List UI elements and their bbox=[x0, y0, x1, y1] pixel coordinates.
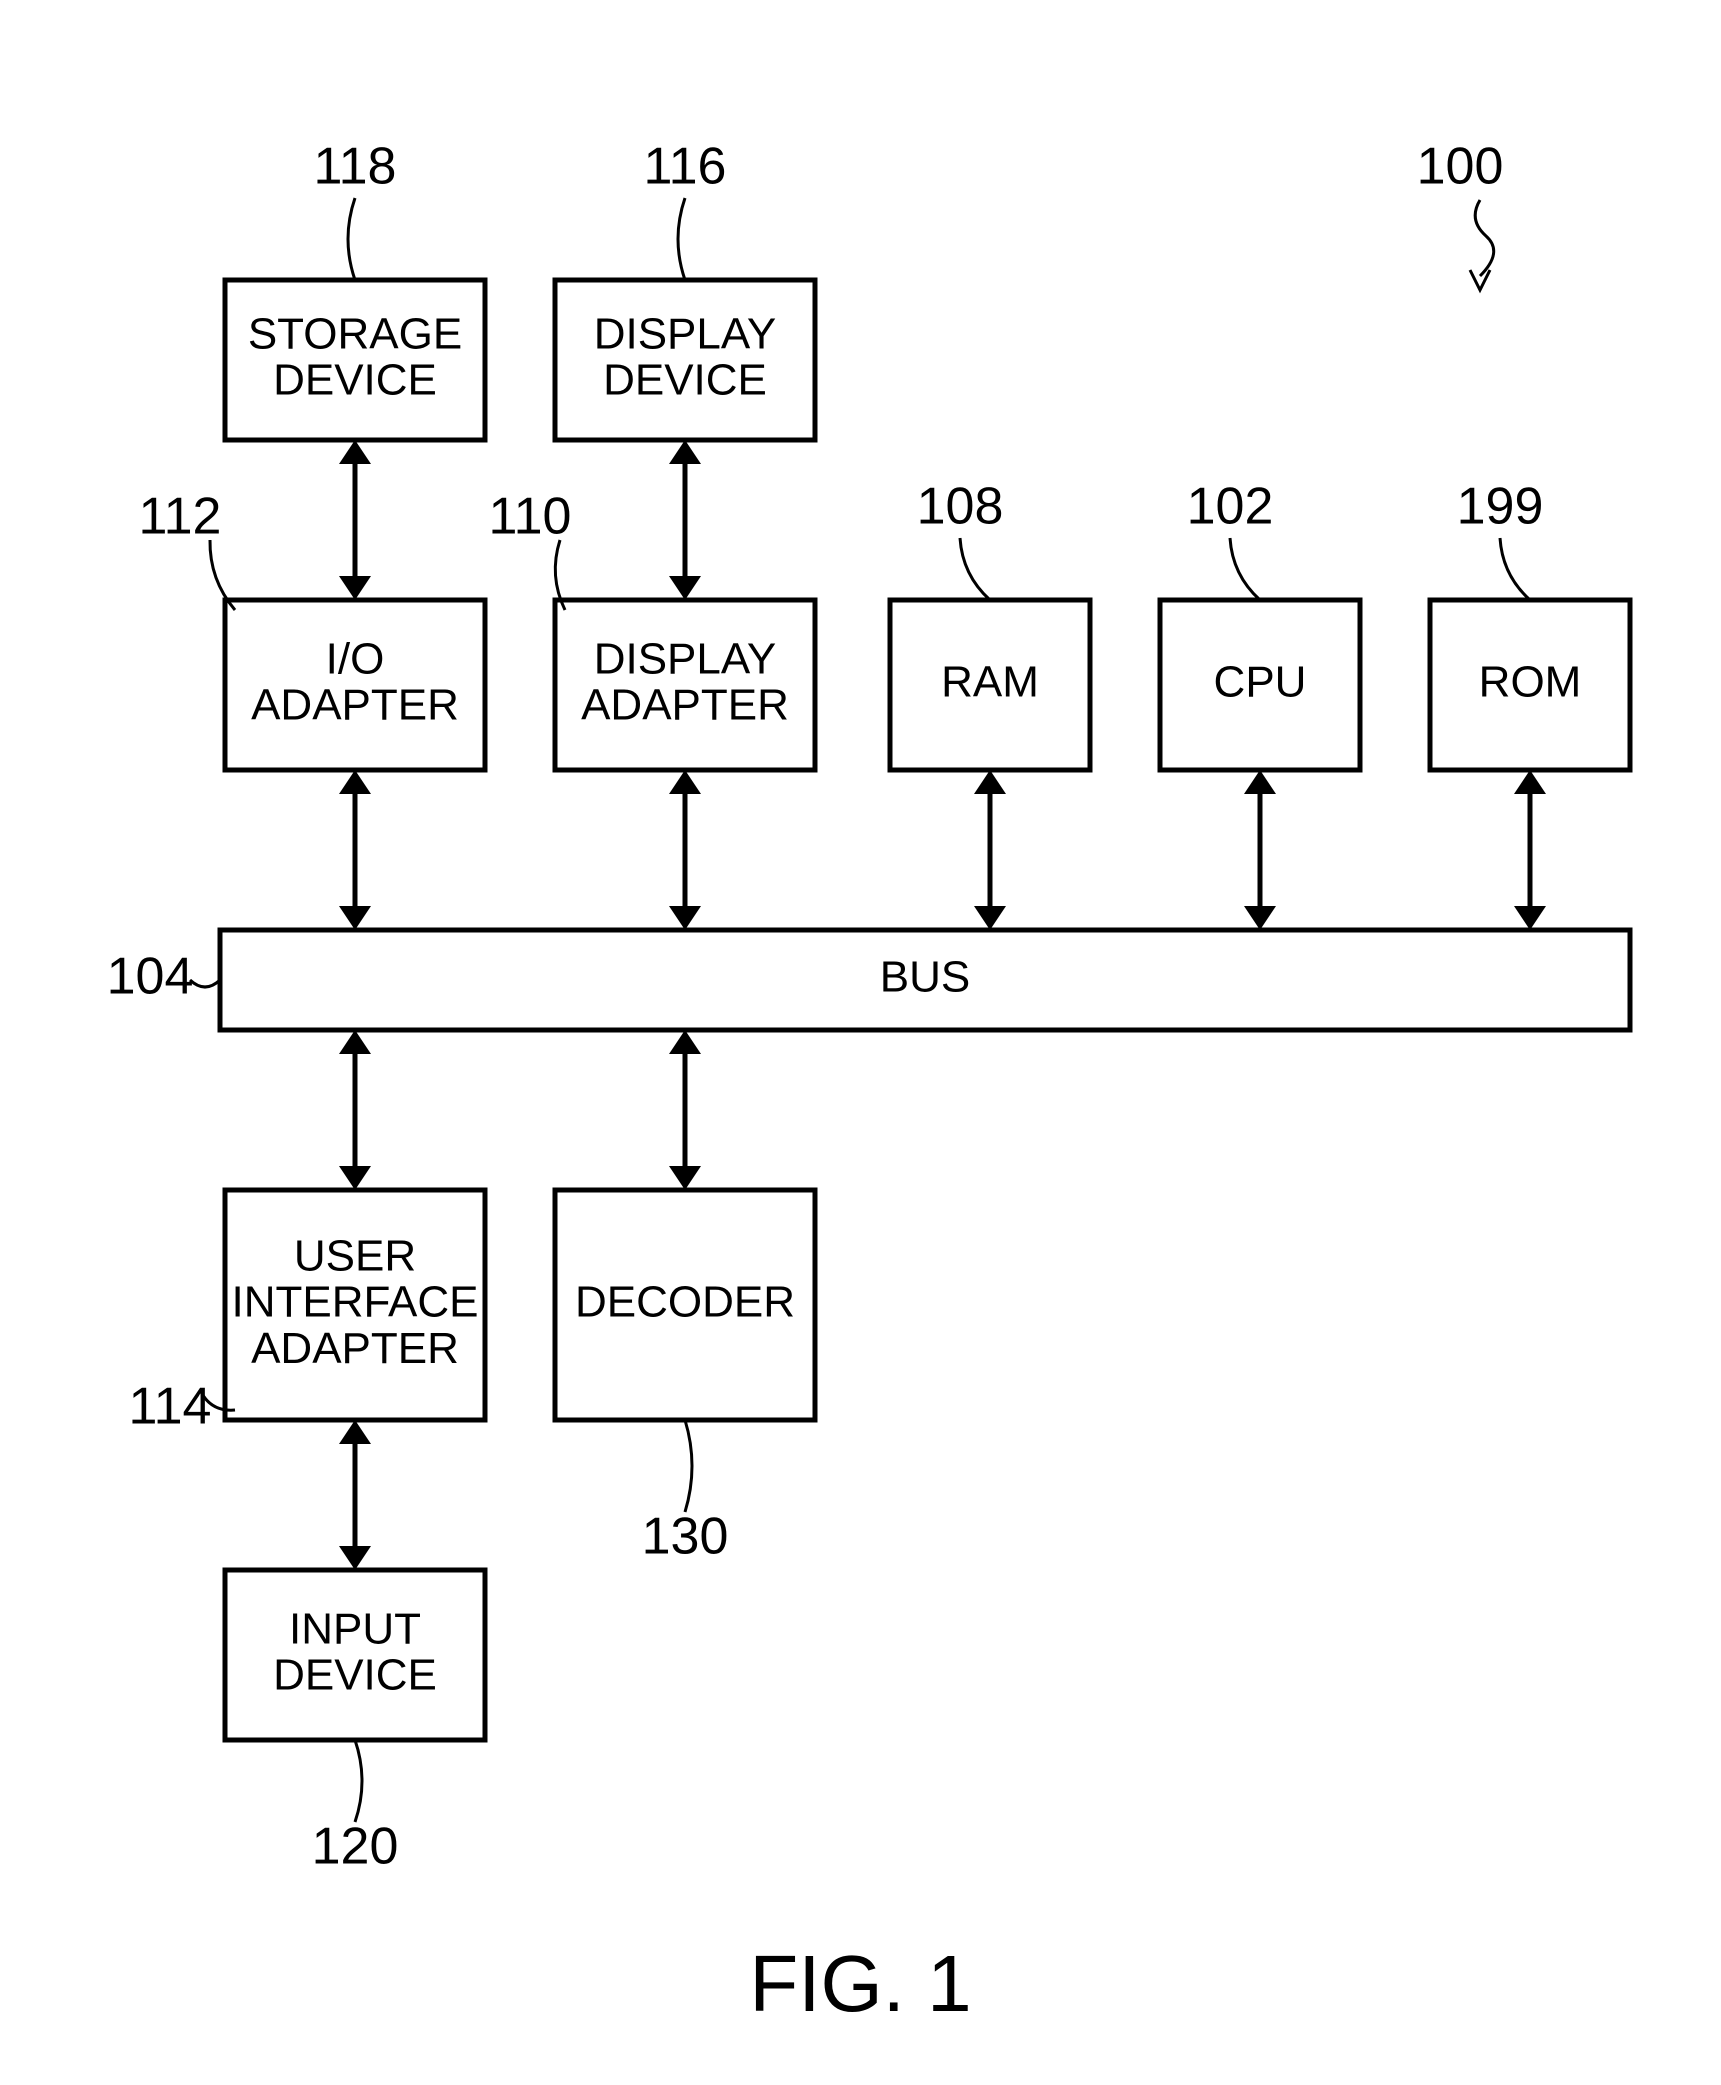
leader-storage-device bbox=[348, 198, 355, 280]
arrow-5-head-a bbox=[1244, 770, 1276, 794]
ref-system: 100 bbox=[1417, 138, 1504, 196]
label-input-device-1: DEVICE bbox=[273, 1651, 437, 1700]
block-diagram: 100STORAGEDEVICEDISPLAYDEVICEI/OADAPTERD… bbox=[0, 0, 1721, 2085]
label-display-adapter-1: ADAPTER bbox=[581, 681, 789, 730]
leader-bus bbox=[190, 980, 220, 987]
label-cpu-0: CPU bbox=[1214, 658, 1307, 707]
leader-system-tip bbox=[1470, 270, 1490, 290]
ref-input-device: 120 bbox=[312, 1818, 399, 1876]
arrow-1-head-b bbox=[669, 576, 701, 600]
ref-display-adapter: 110 bbox=[489, 488, 572, 546]
leader-decoder bbox=[685, 1420, 692, 1512]
arrow-1-head-a bbox=[669, 440, 701, 464]
leader-display-device bbox=[678, 198, 685, 280]
label-rom-0: ROM bbox=[1479, 658, 1582, 707]
ref-ram: 108 bbox=[917, 478, 1004, 536]
arrow-3-head-b bbox=[669, 906, 701, 930]
arrow-0-head-b bbox=[339, 576, 371, 600]
label-display-device-0: DISPLAY bbox=[594, 310, 777, 359]
ref-cpu: 102 bbox=[1187, 478, 1274, 536]
arrow-8-head-a bbox=[669, 1030, 701, 1054]
label-input-device-0: INPUT bbox=[289, 1605, 421, 1654]
ref-io-adapter: 112 bbox=[139, 488, 222, 546]
label-ui-adapter-0: USER bbox=[294, 1231, 416, 1280]
arrow-6-head-b bbox=[1514, 906, 1546, 930]
arrow-2-head-a bbox=[339, 770, 371, 794]
leader-system bbox=[1475, 200, 1494, 276]
arrow-3-head-a bbox=[669, 770, 701, 794]
leader-rom bbox=[1500, 538, 1530, 600]
label-storage-device-0: STORAGE bbox=[248, 310, 462, 359]
leader-ram bbox=[960, 538, 990, 600]
label-display-adapter-0: DISPLAY bbox=[594, 635, 777, 684]
ref-decoder: 130 bbox=[642, 1508, 729, 1566]
label-ui-adapter-2: ADAPTER bbox=[251, 1324, 459, 1373]
label-io-adapter-0: I/O bbox=[326, 635, 385, 684]
arrow-6-head-a bbox=[1514, 770, 1546, 794]
arrow-2-head-b bbox=[339, 906, 371, 930]
label-io-adapter-1: ADAPTER bbox=[251, 681, 459, 730]
label-storage-device-1: DEVICE bbox=[273, 356, 437, 405]
ref-bus: 104 bbox=[107, 948, 194, 1006]
ref-display-device: 116 bbox=[644, 138, 727, 196]
ref-storage-device: 118 bbox=[314, 138, 397, 196]
figure-label: FIG. 1 bbox=[749, 1939, 971, 2028]
arrow-4-head-b bbox=[974, 906, 1006, 930]
label-bus-0: BUS bbox=[880, 953, 970, 1002]
arrow-9-head-b bbox=[339, 1546, 371, 1570]
label-ram-0: RAM bbox=[941, 658, 1039, 707]
arrow-9-head-a bbox=[339, 1420, 371, 1444]
ref-rom: 199 bbox=[1457, 478, 1544, 536]
label-ui-adapter-1: INTERFACE bbox=[232, 1278, 479, 1327]
arrow-7-head-b bbox=[339, 1166, 371, 1190]
arrow-8-head-b bbox=[669, 1166, 701, 1190]
label-decoder-0: DECODER bbox=[575, 1278, 795, 1327]
leader-cpu bbox=[1230, 538, 1260, 600]
label-display-device-1: DEVICE bbox=[603, 356, 767, 405]
arrow-5-head-b bbox=[1244, 906, 1276, 930]
arrow-4-head-a bbox=[974, 770, 1006, 794]
arrow-0-head-a bbox=[339, 440, 371, 464]
arrow-7-head-a bbox=[339, 1030, 371, 1054]
ref-ui-adapter: 114 bbox=[129, 1378, 212, 1436]
leader-input-device bbox=[355, 1740, 362, 1822]
